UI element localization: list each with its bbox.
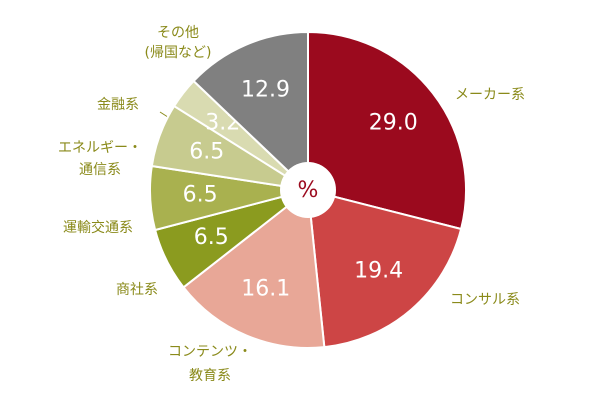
value-label: 6.5 bbox=[194, 225, 229, 250]
category-label: 教育系 bbox=[189, 368, 231, 384]
category-label: エネルギー・ bbox=[58, 140, 142, 156]
value-label: 12.9 bbox=[241, 78, 290, 103]
value-label: 19.4 bbox=[354, 259, 403, 284]
center-label: % bbox=[298, 178, 319, 203]
value-label: 29.0 bbox=[369, 111, 418, 136]
value-label: 6.5 bbox=[183, 183, 218, 208]
category-label: 商社系 bbox=[116, 282, 158, 298]
pie-slice bbox=[306, 188, 463, 349]
category-label: コンサル系 bbox=[450, 292, 520, 308]
pie-slice bbox=[192, 30, 309, 193]
category-label: コンテンツ・ bbox=[168, 344, 252, 360]
category-label: (帰国など) bbox=[145, 44, 212, 61]
value-label: 16.1 bbox=[241, 276, 290, 301]
value-label: 6.5 bbox=[189, 139, 224, 164]
category-label: メーカー系 bbox=[455, 87, 525, 103]
category-label: その他 bbox=[157, 25, 199, 41]
category-label: 通信系 bbox=[79, 162, 121, 178]
pie-slice bbox=[307, 30, 467, 231]
pie-slice bbox=[182, 188, 326, 349]
category-label: 運輸交通系 bbox=[63, 219, 133, 236]
donut-hole bbox=[280, 162, 336, 218]
category-label: 金融系 bbox=[97, 97, 139, 113]
